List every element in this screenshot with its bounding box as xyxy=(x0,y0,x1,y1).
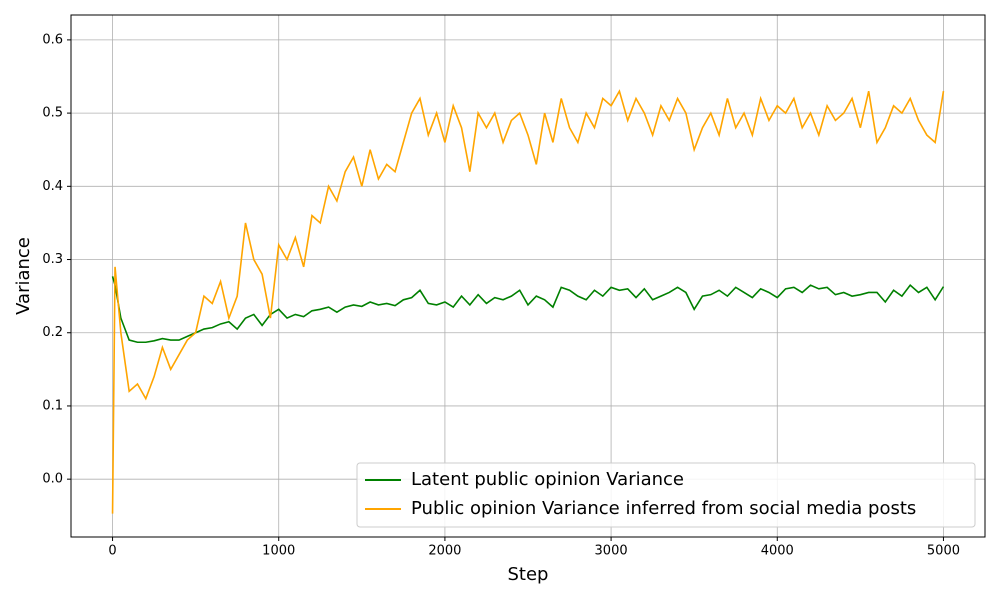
x-tick-label: 5000 xyxy=(927,544,960,559)
plot-frame xyxy=(70,14,986,538)
y-tick-label: 0.2 xyxy=(42,325,63,340)
x-axis-label: Step xyxy=(508,564,549,585)
legend-label: Public opinion Variance inferred from so… xyxy=(411,498,916,519)
y-tick-label: 0.0 xyxy=(42,472,63,487)
y-tick-label: 0.6 xyxy=(42,32,63,47)
legend-label: Latent public opinion Variance xyxy=(411,469,684,490)
y-tick-label: 0.3 xyxy=(42,252,63,267)
x-tick-label: 2000 xyxy=(428,544,461,559)
legend-box xyxy=(356,462,976,528)
data-line xyxy=(111,276,945,344)
y-axis-label: Variance xyxy=(13,237,34,315)
x-tick-label: 1000 xyxy=(262,544,295,559)
x-tick-label: 3000 xyxy=(595,544,628,559)
data-line xyxy=(111,89,945,514)
y-tick-label: 0.4 xyxy=(42,179,63,194)
y-tick-label: 0.1 xyxy=(42,398,63,413)
y-tick-label: 0.5 xyxy=(42,106,63,121)
x-tick-label: 0 xyxy=(108,544,116,559)
x-tick-label: 4000 xyxy=(761,544,794,559)
